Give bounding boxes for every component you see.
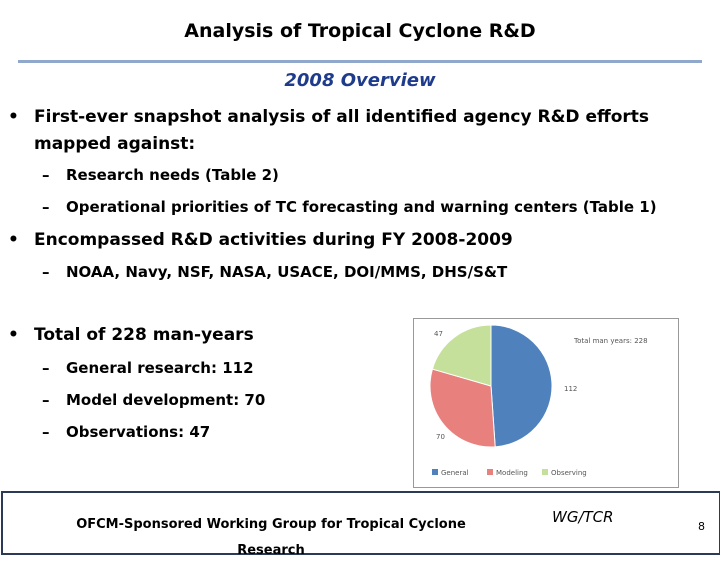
slide: Analysis of Tropical Cyclone R&D 2008 Ov…: [0, 0, 720, 540]
sub-bullet: NOAA, Navy, NSF, NASA, USACE, DOI/MMS, D…: [42, 263, 507, 281]
legend-swatch: [432, 469, 438, 475]
pie-slice: [431, 324, 492, 387]
footer-center: WG/TCR: [552, 508, 614, 526]
slice-label: 70: [436, 433, 445, 441]
legend-swatch: [487, 469, 493, 475]
sub-bullet: General research: 112: [42, 359, 253, 377]
sub-bullet: Model development: 70: [42, 391, 265, 409]
pie-slice: [429, 368, 496, 448]
bullet: Total of 228 man-years: [8, 325, 254, 345]
title-rule: [18, 60, 702, 63]
sub-bullet: Observations: 47: [42, 423, 210, 441]
legend-swatch: [542, 469, 548, 475]
bullet: First-ever snapshot analysis of all iden…: [8, 104, 684, 158]
bullet: Encompassed R&D activities during FY 200…: [8, 230, 513, 250]
slice-label: 47: [434, 330, 443, 338]
legend-label: Modeling: [496, 469, 528, 477]
chart-title: Total man years: 228: [573, 337, 648, 345]
slide-subtitle: 2008 Overview: [284, 70, 436, 91]
sub-bullet: Operational priorities of TC forecasting…: [42, 198, 657, 216]
pie-chart: Total man years: 228 112 70 47 General Model…: [413, 318, 679, 488]
footer-left: OFCM-Sponsored Working Group for Tropica…: [76, 517, 466, 558]
sub-bullet: Research needs (Table 2): [42, 166, 279, 184]
slide-title: Analysis of Tropical Cyclone R&D: [184, 20, 536, 42]
slice-label: 112: [564, 385, 577, 393]
page-number: 8: [698, 520, 705, 533]
legend-label: General: [441, 469, 469, 477]
legend-label: Observing: [551, 469, 587, 477]
pie-slice: [490, 324, 553, 448]
